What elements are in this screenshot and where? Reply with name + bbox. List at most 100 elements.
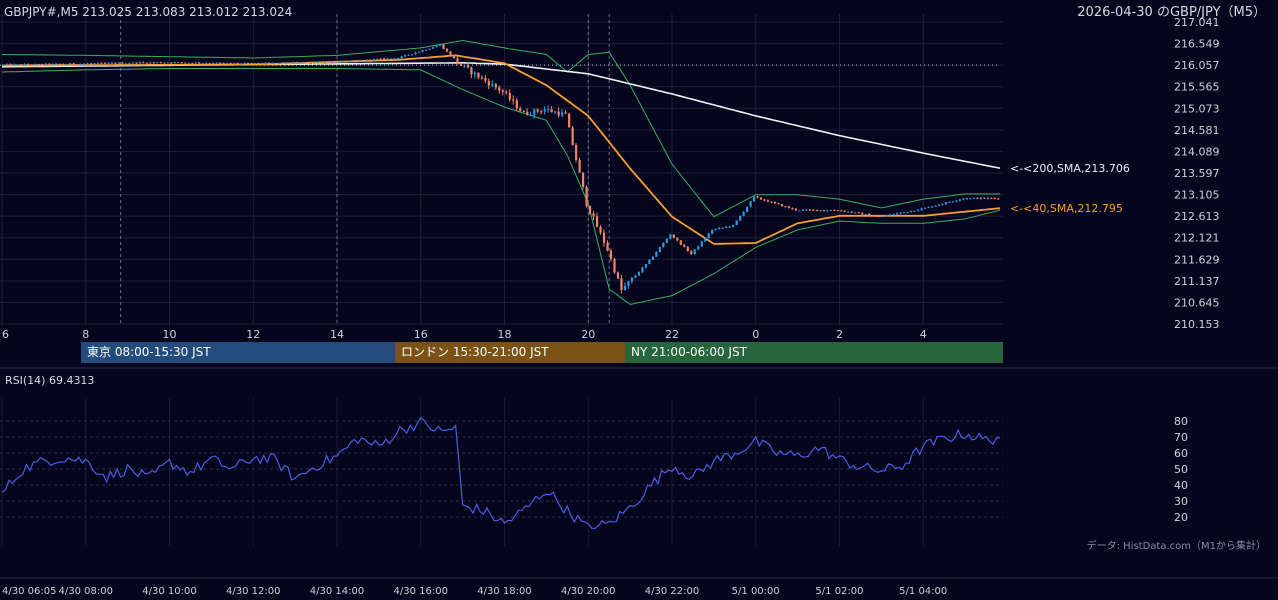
candle-down — [791, 208, 794, 210]
candle-down — [452, 55, 456, 59]
candle-down — [501, 90, 504, 92]
candle-down — [229, 62, 232, 64]
candle-down — [836, 210, 839, 212]
time-tick-label: 5/1 02:00 — [815, 586, 863, 597]
candle-up — [916, 210, 920, 212]
candle-up — [637, 272, 641, 276]
candle-down — [840, 210, 843, 212]
candle-down — [62, 63, 65, 65]
indicator-lines — [0, 39, 1001, 305]
candle-down — [787, 206, 791, 209]
candle-up — [424, 49, 428, 51]
candle-down — [334, 62, 337, 64]
candle-up — [819, 210, 822, 212]
candle-up — [899, 212, 902, 214]
candle-up — [16, 64, 19, 66]
candle-down — [383, 58, 386, 60]
candle-up — [278, 62, 281, 64]
hour-tick-label: 2 — [836, 328, 843, 341]
candle-down — [212, 63, 215, 65]
candle-up — [885, 215, 888, 217]
candle-down — [135, 62, 138, 64]
candle-up — [414, 52, 417, 55]
candle-up — [215, 62, 218, 64]
candle-up — [201, 63, 204, 65]
candle-down — [588, 206, 592, 214]
candle-down — [89, 63, 93, 65]
rsi-tick-label: 40 — [1174, 479, 1188, 492]
candle-up — [906, 211, 909, 213]
rsi-tick-label: 80 — [1174, 415, 1188, 428]
candle-up — [292, 62, 295, 64]
candle-up — [627, 281, 630, 286]
candle-up — [930, 206, 934, 208]
hour-tick-label: 14 — [330, 328, 344, 341]
candle-up — [986, 197, 989, 199]
candle-down — [58, 63, 61, 65]
candle-up — [829, 210, 832, 212]
candle-down — [306, 62, 309, 64]
session-ny: NY 21:00-06:00 JST — [625, 342, 1003, 363]
candle-up — [658, 247, 661, 252]
candle-up — [379, 58, 382, 60]
candle-down — [142, 62, 145, 64]
candle-down — [72, 63, 75, 65]
candle-up — [226, 62, 229, 64]
candle-up — [655, 251, 658, 257]
candle-down — [616, 272, 620, 279]
candle-up — [962, 198, 965, 200]
candle-down — [459, 63, 463, 66]
candle-down — [857, 212, 860, 214]
hour-tick-label: 18 — [497, 328, 511, 341]
candle-up — [417, 51, 421, 53]
candle-up — [630, 277, 634, 282]
candle-up — [543, 109, 546, 112]
candle-up — [634, 275, 637, 278]
price-tick-label: 213.597 — [1174, 167, 1220, 180]
candle-up — [864, 213, 867, 215]
candle-up — [651, 256, 654, 260]
candle-up — [79, 63, 82, 65]
candle-down — [833, 210, 836, 212]
candle-down — [480, 77, 484, 79]
candle-down — [76, 64, 79, 66]
candle-down — [578, 159, 581, 173]
candle-down — [620, 278, 623, 291]
time-tick-label: 4/30 06:05 — [2, 586, 56, 597]
candle-up — [547, 109, 550, 111]
sma-annotation: <-<200,SMA,213.706 — [1010, 162, 1130, 175]
candle-down — [784, 206, 787, 208]
candle-up — [937, 204, 941, 206]
candle-down — [390, 58, 393, 60]
candle-up — [397, 58, 400, 60]
time-tick-label: 4/30 16:00 — [394, 586, 448, 597]
candle-down — [362, 60, 365, 62]
candle-down — [320, 62, 323, 64]
hour-tick-label: 4 — [920, 328, 927, 341]
candle-down — [257, 63, 260, 65]
hour-tick-label: 12 — [246, 328, 260, 341]
candle-up — [435, 45, 438, 48]
rsi-tick-label: 30 — [1174, 495, 1188, 508]
rsi-tick-label: 60 — [1174, 447, 1188, 460]
candle-up — [697, 246, 700, 250]
candle-down — [456, 58, 459, 64]
candle-down — [222, 62, 225, 64]
bollinger-lower-line — [1, 68, 1001, 305]
candle-down — [508, 92, 511, 100]
candle-up — [428, 48, 431, 50]
candle-down — [327, 62, 330, 64]
candle-up — [233, 63, 236, 65]
candle-up — [149, 62, 152, 64]
sma40-line — [2, 54, 1001, 245]
candle-up — [243, 63, 246, 65]
candle-up — [23, 64, 26, 66]
candle-down — [48, 63, 51, 65]
candle-up — [473, 72, 477, 75]
price-tick-label: 211.137 — [1174, 275, 1220, 288]
candle-down — [519, 108, 522, 112]
candle-down — [812, 209, 815, 211]
candle-up — [623, 285, 627, 291]
candle-down — [498, 87, 501, 91]
